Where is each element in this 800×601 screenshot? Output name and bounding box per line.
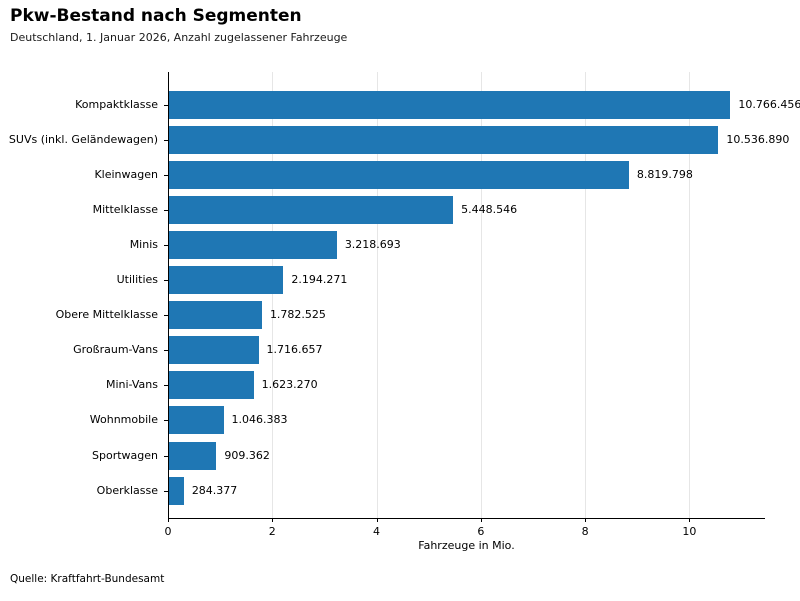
gridline-x-6 [480, 72, 482, 518]
value-label-6: 2.194.271 [291, 273, 348, 286]
y-tick-2 [164, 139, 168, 141]
value-label-11: 909.362 [224, 448, 270, 462]
y-tick-4 [164, 209, 168, 211]
y-tick-7 [164, 315, 168, 317]
bar-5 [169, 230, 337, 259]
category-label-10: Wohnmobile [89, 413, 158, 427]
source-note: Quelle: Kraftfahrt-Bundesamt [10, 573, 165, 585]
x-tick-label-2: 2 [268, 525, 276, 538]
bar-1 [169, 90, 731, 119]
chart-title: Pkw-Bestand nach Segmenten [10, 6, 302, 26]
gridline-x-4 [376, 72, 378, 518]
value-label-2: 10.536.890 [726, 132, 790, 146]
bar-7 [169, 301, 262, 330]
y-tick-6 [164, 280, 168, 281]
x-tick-label-6: 6 [477, 525, 485, 538]
plot-area: 10.766.456 10.536.890 8.819.798 5.448.546 3.… [164, 72, 800, 538]
bar-11 [169, 441, 217, 470]
category-label-5: Minis [129, 237, 158, 251]
x-tick-0 [168, 518, 169, 522]
value-label-7: 1.782.525 [269, 308, 326, 322]
category-label-8: Großraum-Vans [73, 343, 158, 357]
y-tick-11 [164, 455, 168, 457]
category-label-7: Obere Mittelklasse [55, 308, 158, 322]
value-label-8: 1.716.657 [266, 343, 323, 357]
bar-3 [169, 160, 629, 189]
bar-12 [169, 476, 184, 505]
category-label-2: SUVs (inkl. Geländewagen) [8, 132, 158, 146]
y-tick-10 [164, 420, 168, 422]
bar-4 [169, 195, 454, 224]
y-tick-1 [164, 104, 168, 106]
value-label-4: 5.448.546 [461, 202, 518, 216]
gridline-x-2 [272, 72, 274, 518]
x-tick-label-4: 4 [373, 525, 381, 538]
gridline-x-10 [689, 72, 691, 518]
y-tick-5 [164, 244, 168, 246]
bar-2 [169, 125, 719, 154]
y-tick-3 [164, 174, 168, 176]
x-axis-label: Fahrzeuge in Mio. [418, 539, 515, 552]
value-label-9: 1.623.270 [261, 378, 318, 392]
bar-9 [169, 371, 254, 400]
category-label-1: Kompaktklasse [75, 97, 158, 111]
x-tick-2 [272, 518, 274, 522]
y-tick-8 [164, 350, 168, 352]
value-label-3: 8.819.798 [636, 167, 693, 181]
category-label-4: Mittelklasse [92, 202, 158, 216]
category-label-12: Oberklasse [96, 483, 158, 497]
x-tick-label-0: 0 [164, 525, 172, 538]
y-tick-12 [164, 490, 168, 492]
bar-8 [169, 336, 259, 365]
bar-6 [169, 266, 284, 294]
category-label-11: Sportwagen [92, 448, 158, 462]
category-label-3: Kleinwagen [94, 167, 158, 181]
y-tick-9 [164, 385, 168, 387]
value-label-1: 10.766.456 [738, 97, 800, 111]
y-axis-spine [168, 72, 169, 518]
chart-header: Pkw-Bestand nach Segmenten Deutschland, … [10, 6, 347, 44]
x-tick-8 [585, 518, 587, 522]
chart-subtitle: Deutschland, 1. Januar 2026, Anzahl zuge… [10, 31, 348, 45]
x-tick-6 [480, 518, 482, 522]
x-axis-spine [168, 518, 765, 519]
x-tick-4 [376, 518, 378, 522]
gridline-x-8 [585, 72, 587, 518]
bar-10 [169, 406, 224, 435]
value-label-10: 1.046.383 [231, 413, 288, 427]
value-label-12: 284.377 [191, 483, 238, 497]
y-axis-category-labels: Kompaktklasse SUVs (inkl. Geländewagen) Kl… [0, 72, 158, 518]
value-label-5: 3.218.693 [344, 237, 401, 251]
x-tick-10 [689, 518, 691, 522]
category-label-6: Utilities [116, 273, 158, 286]
x-tick-label-8: 8 [581, 525, 589, 538]
category-label-9: Mini-Vans [105, 378, 158, 392]
x-tick-label-10: 10 [682, 525, 697, 538]
